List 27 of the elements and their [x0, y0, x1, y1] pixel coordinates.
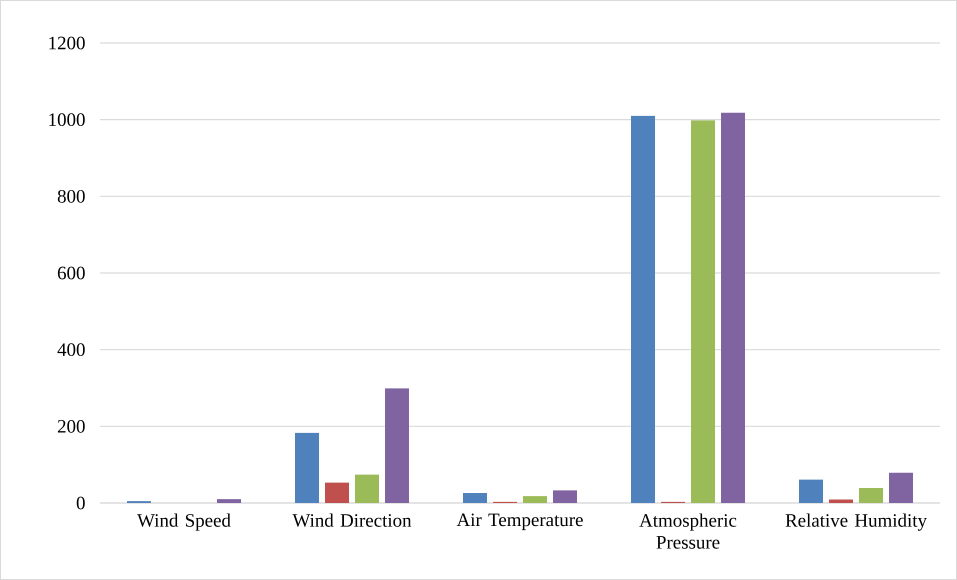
x-tick-label: Wind Speed	[137, 514, 231, 531]
x-tick-label: Air Temperature	[456, 514, 583, 530]
y-tick-label: 800	[58, 190, 85, 203]
bar	[385, 388, 410, 503]
bar	[829, 500, 854, 503]
bar	[523, 496, 548, 503]
bar	[721, 112, 746, 503]
bar	[325, 482, 350, 503]
bar	[889, 472, 914, 503]
x-tick-label: Relative Humidity	[786, 514, 927, 531]
bar	[217, 499, 241, 503]
bar	[799, 480, 824, 503]
y-tick-label: 0	[76, 496, 85, 510]
bar	[355, 474, 380, 503]
bar	[463, 493, 488, 503]
y-tick-label: 200	[58, 420, 85, 433]
bar	[691, 120, 716, 503]
bar	[859, 488, 884, 503]
x-tick-label: Atmospheric Pressure	[639, 514, 736, 549]
bar	[631, 116, 656, 503]
y-tick-label: 1200	[49, 36, 85, 50]
y-tick-label: 400	[57, 343, 85, 356]
y-tick-label: 1000	[49, 113, 85, 126]
y-tick-label: 600	[58, 266, 85, 280]
x-tick-label: Wind Direction	[292, 514, 412, 527]
bar	[295, 432, 320, 503]
bar	[553, 490, 578, 503]
